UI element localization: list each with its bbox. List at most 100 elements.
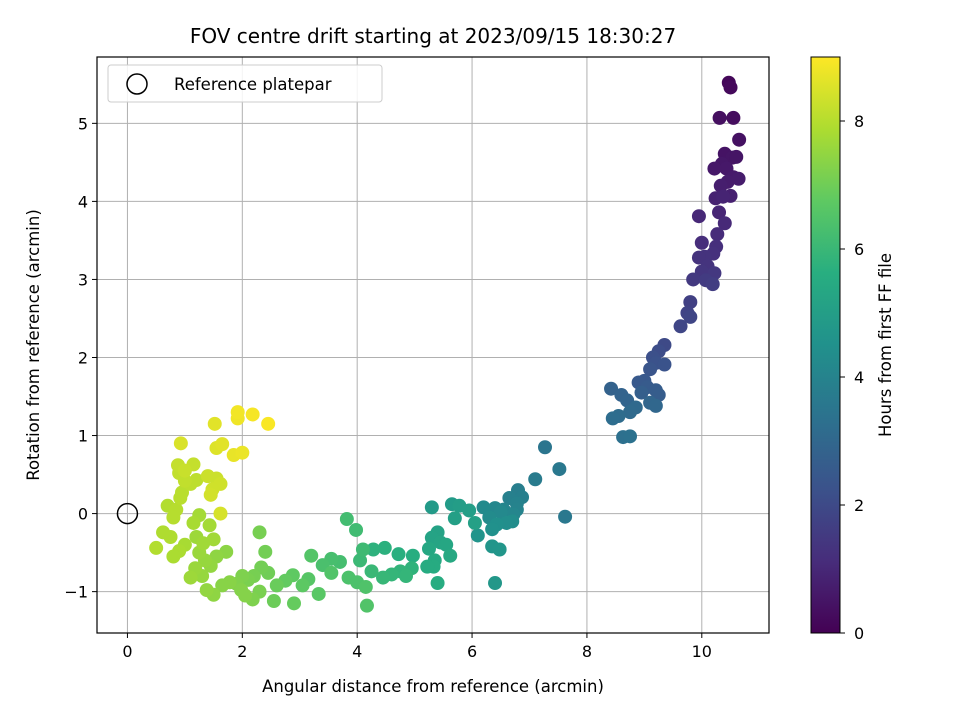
data-point [311, 586, 326, 601]
legend: Reference platepar [107, 64, 383, 103]
chart-title: FOV centre drift starting at 2023/09/15 … [190, 24, 676, 48]
data-point [467, 515, 482, 530]
data-point [712, 110, 727, 125]
data-point [648, 398, 663, 413]
data-point [203, 487, 218, 502]
colorbar [811, 57, 840, 633]
data-point [643, 362, 658, 377]
data-point [443, 548, 458, 563]
data-point [691, 209, 706, 224]
data-point [189, 473, 204, 488]
plot-frame [96, 56, 770, 634]
data-point [206, 532, 221, 547]
data-point [623, 405, 638, 420]
y-tick-label: 0 [78, 505, 88, 524]
data-point [673, 319, 688, 334]
data-point [732, 132, 747, 147]
data-point [420, 559, 435, 574]
data-points [149, 75, 747, 613]
data-point [399, 569, 414, 584]
colorbar-frame [810, 56, 841, 634]
data-point [339, 512, 354, 527]
y-tick-label: 5 [78, 114, 88, 133]
colorbar-tick-label: 8 [854, 112, 864, 131]
data-point [245, 407, 260, 422]
legend-box [107, 64, 383, 103]
data-point [623, 429, 638, 444]
data-point [726, 110, 741, 125]
x-tick-label: 8 [582, 642, 592, 661]
data-point [430, 576, 445, 591]
data-point [492, 542, 507, 557]
y-tick-label: 4 [78, 192, 88, 211]
data-point [493, 505, 508, 520]
data-point [266, 594, 281, 608]
data-point [552, 462, 567, 477]
data-point [716, 189, 731, 204]
data-point [691, 250, 706, 265]
data-point [355, 542, 370, 557]
data-point [710, 227, 725, 242]
data-point [657, 357, 672, 372]
y-tick-label: −1 [64, 583, 88, 602]
x-tick-label: 4 [352, 642, 362, 661]
colorbar-tick-label: 2 [854, 496, 864, 515]
data-point [405, 548, 420, 563]
data-point [694, 235, 709, 250]
data-point [424, 500, 439, 515]
y-tick-label: 1 [78, 427, 88, 446]
data-point [287, 596, 302, 611]
data-point [175, 485, 190, 500]
x-tick-label: 2 [237, 642, 247, 661]
colorbar-ticks: 0 2 4 6 8 [840, 112, 864, 643]
data-point [683, 295, 698, 310]
data-point [488, 576, 503, 591]
data-point [462, 503, 477, 518]
data-point [470, 528, 485, 543]
x-axis-ticks: 0 2 4 6 8 10 [122, 633, 712, 661]
data-point [156, 525, 171, 540]
colorbar-tick-label: 6 [854, 240, 864, 259]
data-point [538, 440, 552, 455]
y-axis-ticks: −1 0 1 2 3 4 5 [64, 114, 97, 602]
colorbar-tick-label: 4 [854, 368, 864, 387]
data-point [723, 80, 738, 95]
data-point [173, 436, 188, 451]
data-point [605, 411, 620, 426]
data-point [215, 578, 230, 593]
data-point [729, 149, 744, 164]
data-point [252, 525, 267, 540]
data-point [364, 564, 379, 579]
data-point [261, 416, 276, 431]
data-point [377, 540, 392, 555]
data-point [149, 540, 164, 555]
y-tick-label: 2 [78, 348, 88, 367]
x-tick-label: 6 [467, 642, 477, 661]
data-point [707, 161, 722, 176]
colorbar-tick-label: 0 [854, 624, 864, 643]
x-tick-label: 0 [122, 642, 132, 661]
data-point [269, 578, 284, 593]
data-point [358, 579, 373, 594]
y-tick-label: 3 [78, 270, 88, 289]
data-point [215, 437, 230, 452]
data-point [295, 578, 310, 593]
data-point [447, 511, 462, 526]
data-point [166, 510, 181, 525]
data-point [717, 216, 732, 231]
x-tick-label: 10 [692, 642, 712, 661]
data-point [705, 277, 720, 292]
data-point [439, 537, 454, 552]
data-point [634, 385, 649, 400]
data-point [353, 553, 368, 568]
data-point [604, 381, 619, 396]
data-point [230, 405, 245, 420]
data-point [366, 542, 381, 557]
data-point [258, 544, 273, 559]
data-point [186, 515, 201, 530]
data-point [202, 518, 217, 533]
data-point [235, 445, 250, 460]
legend-entry-label: Reference platepar [174, 75, 332, 94]
data-point [421, 541, 436, 556]
